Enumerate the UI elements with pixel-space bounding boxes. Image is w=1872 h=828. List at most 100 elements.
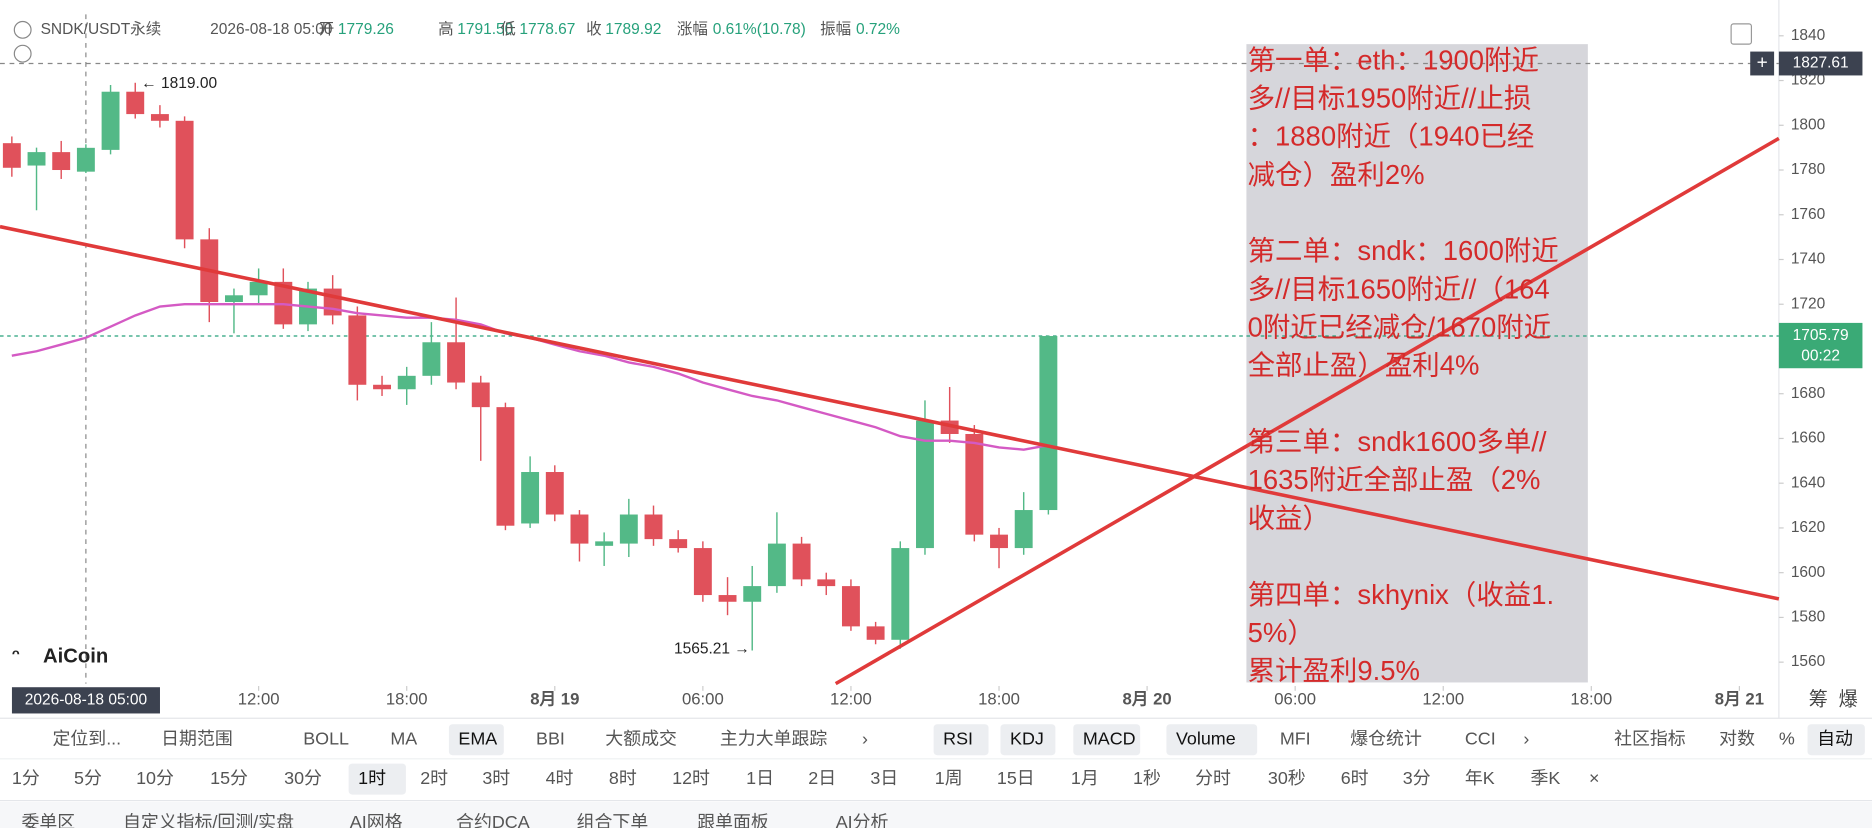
toolbar-item[interactable]: BOLL [303, 728, 349, 748]
candle-body [225, 295, 243, 302]
toolbar-item[interactable]: 15日 [997, 768, 1035, 788]
note-text: 0附近已经减仓/1670附近 [1248, 312, 1552, 343]
toolbar-item[interactable]: 15分 [210, 768, 248, 788]
toolbar-item[interactable]: 爆仓统计 [1350, 728, 1422, 748]
toolbar-item[interactable]: AI网格 [350, 812, 403, 828]
toolbar-item[interactable]: 8时 [609, 768, 637, 788]
toolbar-item[interactable]: 2日 [808, 768, 836, 788]
add-button[interactable] [1750, 51, 1775, 76]
toolbar-item[interactable]: 自动 [1817, 728, 1853, 748]
toolbar-item[interactable]: 3日 [870, 768, 898, 788]
toolbar-item[interactable]: 2时 [420, 768, 448, 788]
header-label: 高 [438, 20, 454, 38]
toggle-icon[interactable] [13, 44, 32, 63]
candle-body [693, 548, 712, 596]
toolbar-item[interactable]: 合约DCA [456, 812, 530, 828]
toolbar-item[interactable]: 5分 [74, 768, 102, 788]
candle-body [422, 342, 441, 376]
crosshair-price-box [1778, 51, 1863, 76]
toolbar-item[interactable]: 10分 [136, 768, 174, 788]
candle-body [521, 472, 540, 524]
header-label: 振幅 [820, 20, 851, 38]
toolbar-item[interactable]: 1秒 [1133, 768, 1161, 788]
toolbar-item[interactable]: CCI [1465, 728, 1496, 748]
header-time: 2026-08-18 05:00 [210, 21, 333, 38]
toolbar-item[interactable]: MFI [1280, 728, 1311, 748]
axis-button[interactable]: 筹 [1809, 688, 1828, 710]
toolbar-item[interactable]: 3分 [1403, 768, 1431, 788]
note-text: 第二单：sndk：1600附近 [1248, 235, 1559, 266]
toolbar-item[interactable]: 社区指标 [1614, 728, 1686, 748]
candle-body [150, 114, 169, 121]
toolbar-item[interactable]: 3时 [482, 768, 510, 788]
toolbar-item[interactable]: 跟单面板 [697, 812, 769, 828]
candle-body [348, 315, 367, 385]
toolbar-item[interactable]: 委单区 [21, 812, 75, 828]
y-tick-label: 1680 [1791, 385, 1826, 402]
toolbar-item[interactable]: 年K [1465, 768, 1495, 788]
note-text: 第三单：sndk1600多单// [1248, 426, 1547, 457]
x-tick-label: 8月 20 [1122, 690, 1171, 709]
header-value: 1789.92 [605, 21, 661, 38]
toolbar-item[interactable]: KDJ [1010, 728, 1044, 748]
candle-body [817, 579, 836, 587]
toolbar-item[interactable]: 定位到... [53, 728, 122, 748]
fullscreen-icon[interactable] [1730, 23, 1753, 45]
toolbar-item[interactable]: 30分 [284, 768, 322, 788]
toolbar-item[interactable]: 对数 [1719, 728, 1755, 748]
logo: AiCoin [43, 646, 108, 668]
header-label: 开 [319, 21, 335, 38]
toolbar-item[interactable]: 4时 [546, 768, 574, 788]
tab-highlight [1073, 724, 1141, 756]
candle-body [718, 595, 737, 602]
candle-body [101, 91, 120, 150]
toolbar-item[interactable]: 季K [1531, 768, 1561, 788]
toolbar-icon[interactable]: › [862, 728, 868, 748]
toolbar-item[interactable]: MA [390, 728, 417, 748]
toolbar-item[interactable]: 30秒 [1268, 768, 1306, 788]
x-tick-label: 12:00 [238, 690, 280, 709]
header-value: 0.61%(10.78) [713, 21, 806, 38]
note-text: 多//目标1950附近//止损 [1248, 82, 1532, 113]
toolbar-item[interactable]: 1周 [935, 768, 963, 788]
toolbar-icon[interactable]: › [1523, 728, 1529, 748]
y-tick-label: 1740 [1791, 251, 1826, 268]
toolbar-item[interactable]: 1日 [746, 768, 774, 788]
countdown: 00:22 [1801, 347, 1840, 364]
toolbar-item[interactable]: 1时 [358, 768, 386, 788]
toolbar-item[interactable]: MACD [1083, 728, 1136, 748]
toolbar-item[interactable]: 1分 [12, 768, 40, 788]
x-tick-label: 12:00 [830, 690, 872, 709]
y-tick-label: 1600 [1791, 564, 1826, 581]
collapse-icon[interactable] [13, 20, 32, 39]
y-tick-label: 1640 [1791, 474, 1826, 491]
toolbar-item[interactable]: 日期范围 [161, 728, 233, 748]
axis-button[interactable]: 爆 [1839, 688, 1858, 710]
toolbar-icon[interactable]: × [1589, 768, 1599, 788]
toolbar-item[interactable]: Volume [1176, 728, 1236, 748]
toolbar-item[interactable]: RSI [943, 728, 973, 748]
toolbar-item[interactable]: 主力大单跟踪 [720, 728, 827, 748]
candle-body [767, 543, 786, 587]
candle-body [866, 626, 885, 640]
toolbar-item[interactable]: 组合下单 [577, 812, 649, 828]
x-tick-label: 18:00 [978, 690, 1020, 709]
toolbar-item[interactable]: 分时 [1195, 768, 1231, 788]
toolbar-item[interactable]: EMA [458, 728, 497, 748]
candle-body [496, 407, 515, 526]
add-icon: + [1757, 53, 1768, 74]
toolbar-item[interactable]: % [1779, 728, 1795, 748]
toolbar-item[interactable]: AI分析 [836, 812, 889, 828]
toolbar-item[interactable]: BBI [536, 728, 565, 748]
tab-highlight [1166, 724, 1258, 756]
header-value: 1779.26 [338, 21, 394, 38]
header-value: 1778.67 [519, 21, 575, 38]
toolbar-item[interactable]: 1月 [1071, 768, 1099, 788]
toolbar-item[interactable]: 6时 [1341, 768, 1369, 788]
toolbar-item[interactable]: 大额成交 [605, 728, 677, 748]
candle-body [595, 541, 614, 546]
toolbar-item[interactable]: 自定义指标/回测/实盘 [123, 812, 294, 828]
toolbar-item[interactable]: 12时 [672, 768, 710, 788]
x-tick-label: 12:00 [1422, 690, 1464, 709]
candle-body [27, 152, 46, 166]
